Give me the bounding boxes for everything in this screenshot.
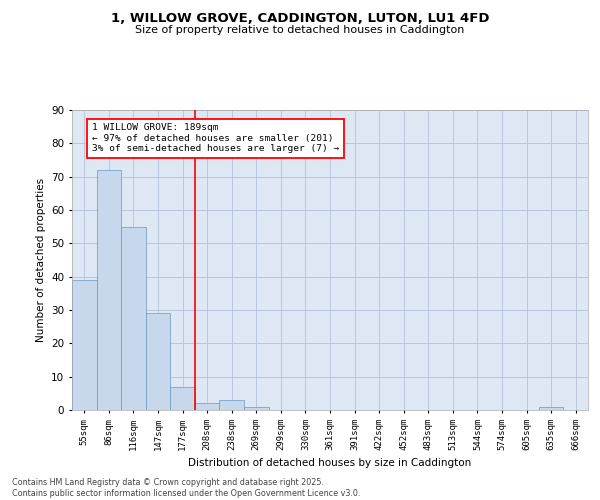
Text: Contains HM Land Registry data © Crown copyright and database right 2025.
Contai: Contains HM Land Registry data © Crown c… [12,478,361,498]
Bar [195,404,220,410]
Bar [72,280,97,410]
Text: 1, WILLOW GROVE, CADDINGTON, LUTON, LU1 4FD: 1, WILLOW GROVE, CADDINGTON, LUTON, LU1 … [111,12,489,26]
Bar [170,386,195,410]
Bar [97,170,121,410]
Bar [220,400,244,410]
Y-axis label: Number of detached properties: Number of detached properties [35,178,46,342]
Bar [146,314,170,410]
Bar [121,226,146,410]
Text: 1 WILLOW GROVE: 189sqm
← 97% of detached houses are smaller (201)
3% of semi-det: 1 WILLOW GROVE: 189sqm ← 97% of detached… [92,124,339,153]
Bar [244,406,269,410]
Bar [539,406,563,410]
Text: Size of property relative to detached houses in Caddington: Size of property relative to detached ho… [136,25,464,35]
X-axis label: Distribution of detached houses by size in Caddington: Distribution of detached houses by size … [188,458,472,468]
